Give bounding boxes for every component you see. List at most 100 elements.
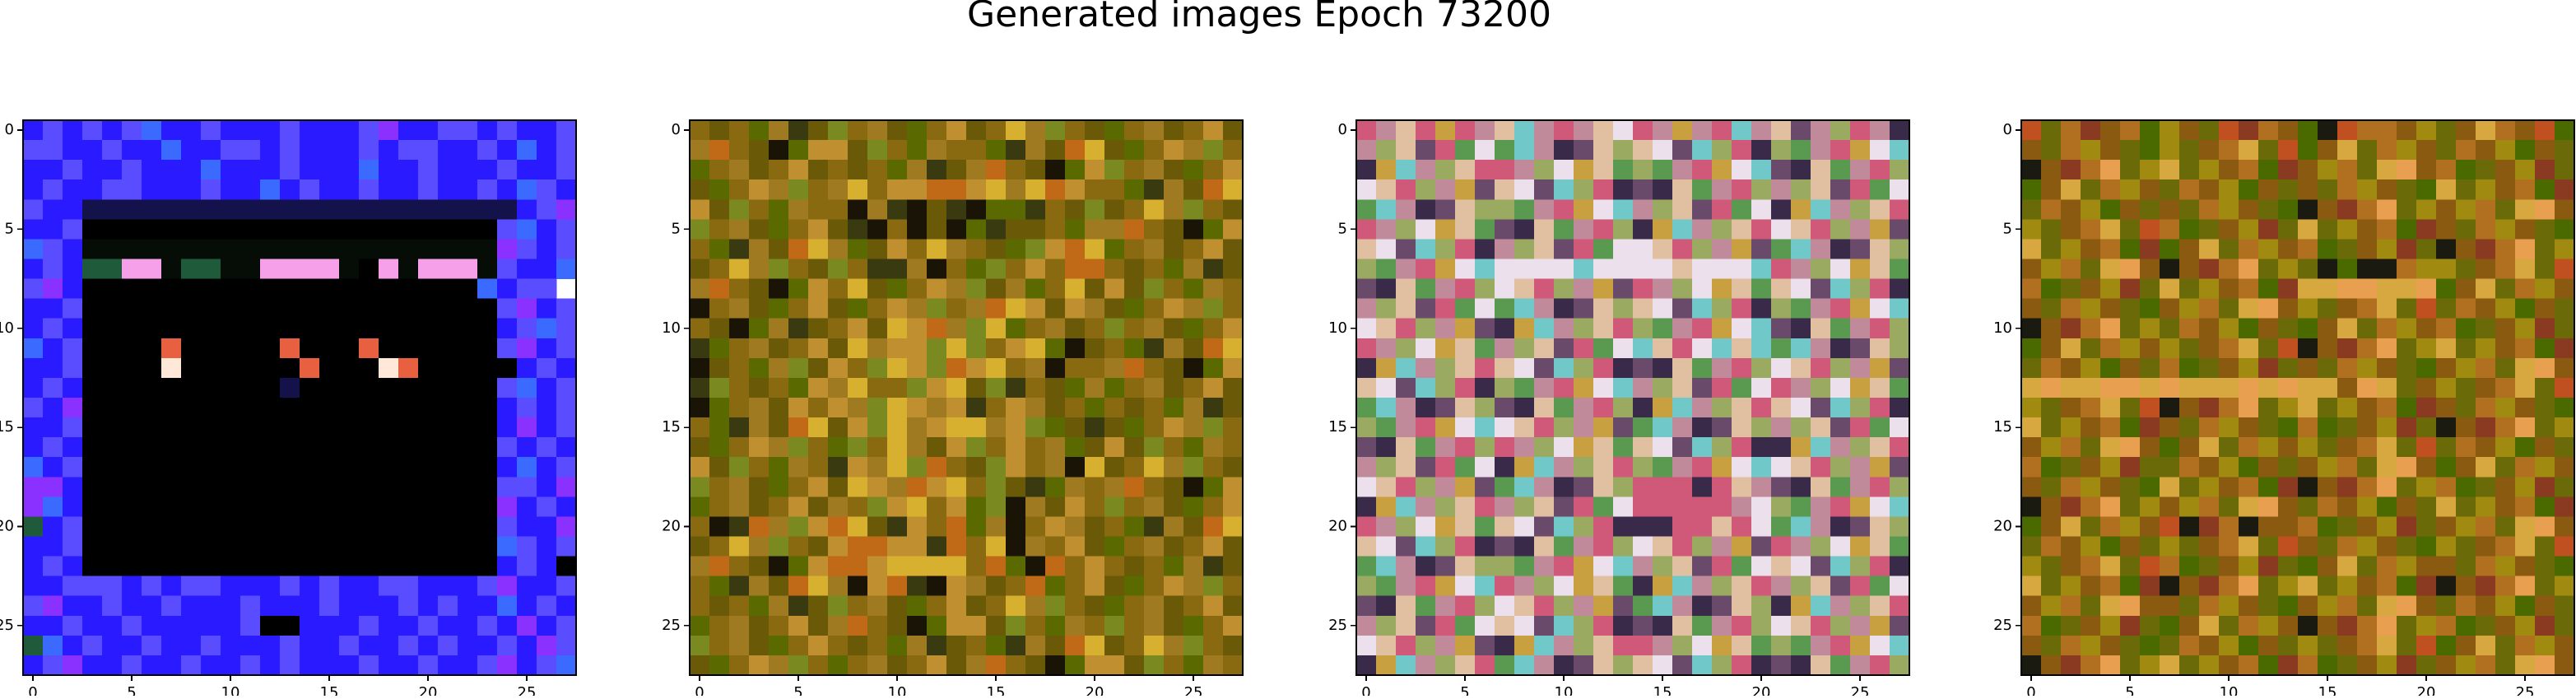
pixel [418, 219, 439, 240]
pixel [1144, 199, 1165, 220]
pixel [2021, 398, 2042, 418]
pixel [867, 160, 888, 180]
pixel [201, 635, 221, 656]
pixel [1203, 298, 1224, 319]
pixel [63, 199, 83, 220]
pixel [517, 576, 537, 597]
pixel [122, 239, 142, 259]
pixel [848, 219, 868, 240]
pixel [2456, 160, 2476, 180]
pixel [418, 457, 439, 478]
pixel [1751, 457, 1772, 478]
pixel [2377, 357, 2397, 379]
pixel [749, 160, 770, 180]
pixel [161, 120, 182, 141]
pixel [1890, 298, 1910, 319]
pixel [1475, 595, 1495, 617]
pixel [1554, 199, 1574, 220]
pixel [2397, 437, 2417, 458]
pixel [359, 278, 379, 300]
pixel [1890, 477, 1910, 497]
pixel [497, 239, 518, 259]
pixel [1791, 477, 1811, 497]
pixel [2239, 239, 2259, 259]
pixel [1554, 516, 1574, 537]
pixel [418, 278, 439, 300]
pixel [537, 595, 557, 617]
pixel [2318, 615, 2338, 636]
pixel [1672, 615, 1693, 636]
pixel [1672, 516, 1693, 537]
pixel [1104, 179, 1125, 200]
pixel [2476, 199, 2496, 220]
pixel [986, 655, 1007, 676]
pixel [2555, 179, 2575, 200]
pixel [828, 496, 849, 517]
pixel [769, 377, 789, 398]
pixel [260, 496, 281, 517]
pixel [2061, 298, 2081, 319]
pixel [1104, 120, 1125, 141]
pixel [418, 615, 439, 636]
x-tick-label: 25 [2516, 684, 2535, 696]
pixel [240, 437, 261, 458]
pixel [946, 239, 967, 259]
pixel [1653, 140, 1673, 161]
pixel [2160, 398, 2180, 418]
pixel [1554, 298, 1574, 319]
pixel [2456, 615, 2476, 636]
pixel [1183, 239, 1204, 259]
pixel [556, 259, 577, 280]
pixel [1475, 377, 1495, 398]
pixel [556, 655, 577, 676]
pixel [1006, 516, 1026, 537]
pixel [1085, 140, 1105, 161]
pixel [2337, 655, 2358, 676]
pixel [1613, 477, 1634, 497]
pixel [418, 239, 439, 259]
pixel [808, 556, 829, 577]
pixel [1712, 239, 1732, 259]
pixel [398, 576, 419, 597]
pixel [2298, 278, 2318, 300]
pixel [1065, 496, 1086, 517]
pixel [379, 357, 399, 379]
pixel [2476, 655, 2496, 676]
pixel [398, 239, 419, 259]
pixel [2021, 615, 2042, 636]
pixel [260, 377, 281, 398]
pixel [2199, 120, 2220, 141]
pixel [2061, 516, 2081, 537]
pixel [556, 536, 577, 557]
pixel [1475, 219, 1495, 240]
pixel [2100, 357, 2121, 379]
pixel [1732, 457, 1752, 478]
pixel [1672, 338, 1693, 359]
pixel [1144, 457, 1165, 478]
pixel [1124, 377, 1145, 398]
pixel [690, 179, 710, 200]
pixel [729, 398, 750, 418]
pixel [2061, 635, 2081, 656]
pixel [2140, 199, 2160, 220]
pixel [161, 615, 182, 636]
pixel [2357, 496, 2378, 517]
pixel [769, 536, 789, 557]
pixel [1045, 417, 1066, 438]
pixel [1653, 398, 1673, 418]
pixel [690, 120, 710, 141]
pixel [2318, 477, 2338, 497]
pixel [2081, 615, 2101, 636]
pixel [2377, 516, 2397, 537]
pixel [2160, 516, 2180, 537]
pixel [142, 516, 162, 537]
pixel [887, 556, 908, 577]
pixel [43, 576, 63, 597]
pixel [2318, 536, 2338, 557]
pixel [2278, 219, 2299, 240]
pixel [749, 199, 770, 220]
pixel [1144, 576, 1165, 597]
pixel [1183, 338, 1204, 359]
pixel [438, 556, 458, 577]
pixel [102, 595, 123, 617]
